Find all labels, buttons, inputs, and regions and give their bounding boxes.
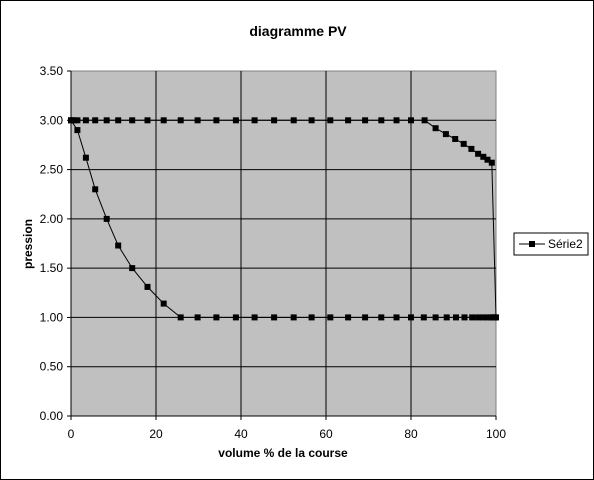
data-point bbox=[480, 153, 487, 160]
y-axis-label: pression bbox=[21, 219, 35, 269]
data-point bbox=[129, 117, 136, 124]
y-tick-label: 2.00 bbox=[40, 212, 64, 226]
data-point bbox=[378, 314, 385, 321]
data-point bbox=[453, 314, 459, 321]
data-point bbox=[327, 314, 334, 321]
y-tick-label: 1.00 bbox=[40, 310, 64, 324]
data-point bbox=[408, 314, 414, 321]
data-point bbox=[129, 265, 136, 272]
data-point bbox=[160, 117, 167, 124]
data-point bbox=[345, 314, 352, 321]
data-point bbox=[308, 117, 315, 124]
legend: Série2 bbox=[513, 232, 589, 256]
data-point bbox=[469, 314, 476, 321]
data-point bbox=[213, 314, 220, 321]
data-point bbox=[115, 242, 122, 249]
data-point bbox=[103, 215, 110, 222]
data-point bbox=[68, 117, 74, 124]
data-point bbox=[421, 117, 428, 124]
data-point bbox=[271, 314, 278, 321]
y-tick-label: 0.00 bbox=[40, 409, 64, 423]
x-axis-label: volume % de la course bbox=[218, 446, 348, 460]
data-point bbox=[271, 117, 278, 124]
data-point bbox=[432, 125, 439, 132]
data-point bbox=[460, 140, 467, 147]
data-point bbox=[74, 127, 81, 134]
data-point bbox=[393, 117, 400, 124]
data-point bbox=[308, 314, 315, 321]
series-layer bbox=[68, 117, 499, 321]
data-point bbox=[232, 117, 239, 124]
data-point bbox=[251, 314, 258, 321]
data-point bbox=[452, 136, 459, 142]
data-point bbox=[177, 314, 184, 321]
data-point bbox=[290, 117, 297, 124]
data-point bbox=[362, 117, 369, 124]
data-point bbox=[408, 117, 414, 124]
data-point bbox=[327, 117, 334, 124]
data-point bbox=[232, 314, 239, 321]
y-tick-label: 3.50 bbox=[40, 64, 64, 78]
data-point bbox=[432, 314, 439, 321]
data-point bbox=[345, 117, 352, 124]
legend-label: Série2 bbox=[548, 237, 583, 251]
data-point bbox=[251, 117, 258, 124]
legend-marker bbox=[529, 241, 535, 247]
x-tick-label: 60 bbox=[319, 427, 333, 441]
data-point bbox=[92, 186, 99, 193]
data-point bbox=[82, 117, 89, 124]
data-point bbox=[484, 156, 491, 163]
data-point bbox=[92, 117, 99, 124]
chart-title: diagramme PV bbox=[249, 23, 347, 39]
legend-box bbox=[513, 232, 589, 256]
data-point bbox=[213, 117, 220, 124]
data-point bbox=[103, 117, 110, 124]
data-point bbox=[194, 117, 201, 124]
data-point bbox=[160, 300, 167, 307]
data-point bbox=[362, 314, 369, 321]
data-point bbox=[378, 117, 385, 124]
data-point bbox=[420, 314, 427, 321]
y-tick-label: 3.00 bbox=[40, 113, 64, 127]
data-point bbox=[393, 314, 400, 321]
y-tick-label: 1.50 bbox=[40, 261, 64, 275]
y-tick-label: 0.50 bbox=[40, 360, 64, 374]
plot-area bbox=[70, 70, 497, 417]
data-point bbox=[443, 314, 450, 321]
data-point bbox=[442, 131, 449, 138]
y-tick-label: 2.50 bbox=[40, 163, 64, 177]
data-point bbox=[475, 314, 482, 321]
x-tick-label: 80 bbox=[404, 427, 418, 441]
data-point bbox=[493, 314, 499, 321]
data-point bbox=[82, 154, 89, 161]
x-tick-label: 40 bbox=[234, 427, 248, 441]
data-point bbox=[144, 117, 151, 124]
axes bbox=[67, 70, 497, 420]
tick-labels: 0.00 0.50 1.00 1.50 2.00 2.50 3.00 3.50 0 20 40 60 8… bbox=[40, 64, 507, 441]
data-point bbox=[461, 314, 468, 321]
data-point bbox=[475, 150, 482, 157]
data-point bbox=[290, 314, 297, 321]
data-point bbox=[115, 117, 122, 124]
data-point bbox=[144, 283, 151, 290]
data-point bbox=[480, 314, 487, 321]
data-point bbox=[488, 159, 495, 166]
data-point bbox=[74, 117, 81, 124]
data-point bbox=[194, 314, 201, 321]
data-point bbox=[468, 145, 475, 152]
x-tick-label: 0 bbox=[68, 427, 75, 441]
x-tick-label: 100 bbox=[486, 427, 506, 441]
data-point bbox=[177, 117, 184, 124]
x-tick-label: 20 bbox=[149, 427, 163, 441]
